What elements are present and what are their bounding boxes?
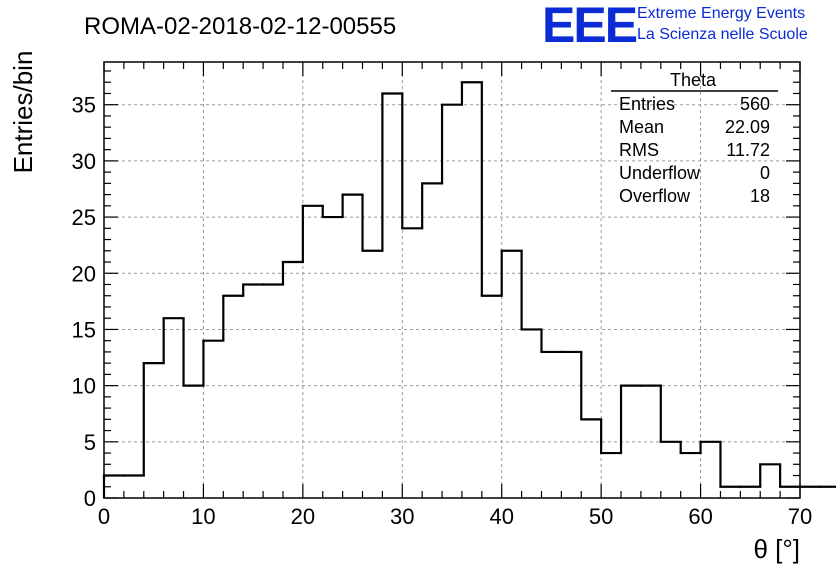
x-tick-label: 10 [191, 504, 215, 529]
stats-label: RMS [619, 140, 659, 160]
stats-rows: Entries 560 Mean 22.09 RMS 11.72 Underflow 0 Ove… [619, 94, 770, 206]
y-tick-label: 5 [84, 430, 96, 455]
eee-logo: EEE Extreme Energy Events La Scienza nel… [542, 0, 808, 53]
x-axis-title: θ [°] [753, 534, 800, 564]
y-tick-label: 15 [72, 317, 96, 342]
stats-label: Mean [619, 117, 664, 137]
x-tick-label: 0 [98, 504, 110, 529]
y-tick-label: 20 [72, 261, 96, 286]
stats-label: Underflow [619, 163, 701, 183]
stats-value: 11.72 [726, 140, 770, 160]
eee-logo-line2: La Scienza nelle Scuole [637, 26, 808, 43]
chart-title: ROMA-02-2018-02-12-00555 [84, 13, 396, 40]
plot-frame [103, 61, 801, 499]
x-tick-label: 50 [589, 504, 613, 529]
stats-value: 0 [760, 163, 770, 183]
stats-value: 22.09 [725, 117, 770, 137]
y-tick-label: 10 [72, 374, 96, 399]
stats-title: Theta [670, 70, 717, 90]
y-tick-label: 35 [72, 93, 96, 118]
grid-lines [104, 62, 800, 498]
eee-logo-line1: Extreme Energy Events [637, 5, 805, 22]
x-tick-label: 70 [788, 504, 812, 529]
axis-tick-labels: 0 10 20 30 40 50 60 70 0 5 10 15 20 25 30 35 [72, 93, 813, 529]
stats-value: 18 [750, 186, 770, 206]
y-tick-label: 25 [72, 205, 96, 230]
eee-logo-mark: EEE [542, 0, 637, 53]
stats-box: Theta Entries 560 Mean 22.09 RMS 11.72 Underfl… [611, 70, 778, 206]
stats-label: Entries [619, 94, 675, 114]
x-tick-label: 20 [291, 504, 315, 529]
axis-ticks [103, 62, 801, 499]
stats-value: 560 [740, 94, 770, 114]
x-tick-label: 60 [688, 504, 712, 529]
x-tick-label: 30 [390, 504, 414, 529]
histogram-bars [102, 81, 836, 498]
y-tick-label: 30 [72, 149, 96, 174]
stats-label: Overflow [619, 186, 691, 206]
x-tick-label: 40 [489, 504, 513, 529]
y-axis-title: Entries/bin [8, 51, 38, 174]
y-tick-label: 0 [84, 486, 96, 511]
